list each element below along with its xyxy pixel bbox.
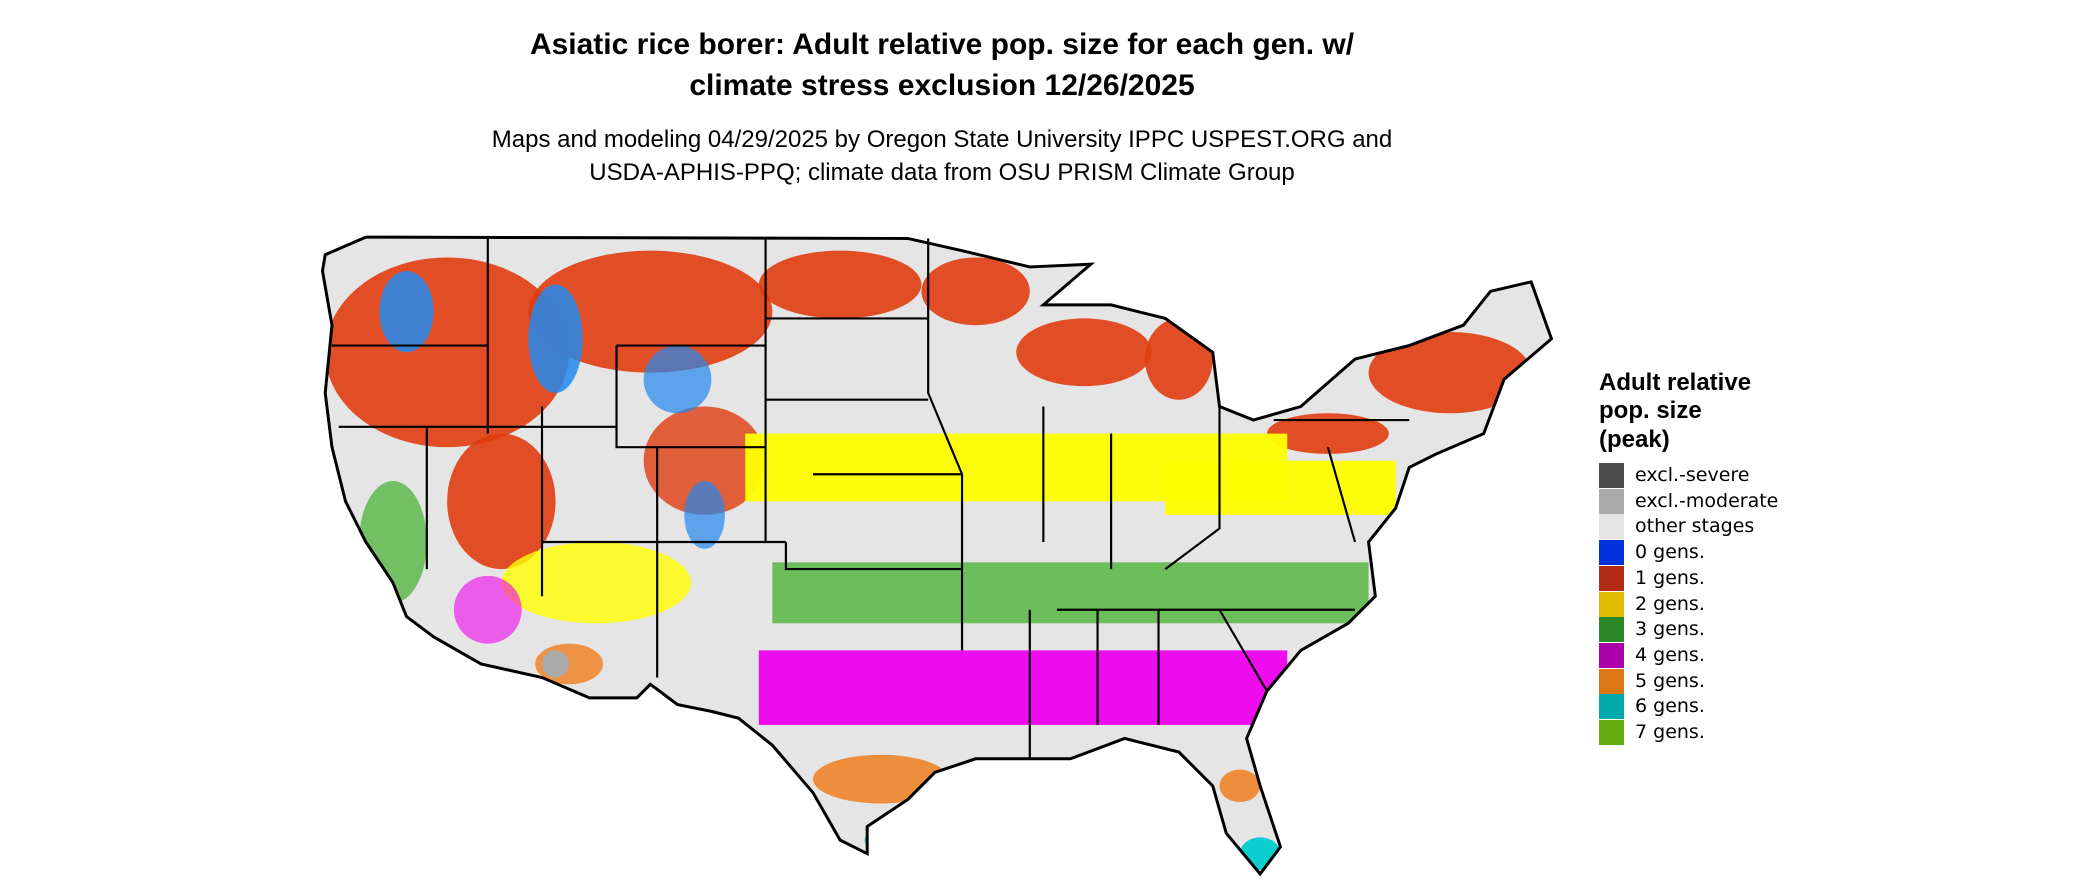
legend-label: excl.-moderate <box>1635 489 1779 512</box>
legend-swatch <box>1599 488 1624 514</box>
legend-label: 2 gens. <box>1635 592 1705 615</box>
legend-label: 3 gens. <box>1635 618 1705 641</box>
legend-label: other stages <box>1635 515 1755 538</box>
legend-label: 6 gens. <box>1635 695 1705 718</box>
legend-swatch <box>1599 540 1624 566</box>
legend-label: excl.-severe <box>1635 464 1750 486</box>
legend-swatch <box>1599 668 1624 694</box>
legend-swatch <box>1599 463 1624 488</box>
zones <box>325 250 1532 870</box>
legend-label: 7 gens. <box>1635 721 1705 743</box>
legend-title: Adult relative <box>1599 369 1752 396</box>
legend-swatch <box>1599 720 1624 745</box>
title-line: climate stress exclusion 12/26/2025 <box>689 69 1195 102</box>
subtitle-line: USDA-APHIS-PPQ; climate data from OSU PR… <box>589 159 1295 186</box>
legend-swatch <box>1599 642 1624 668</box>
title-line: Asiatic rice borer: Adult relative pop. … <box>529 28 1355 61</box>
legend-label: 5 gens. <box>1635 669 1705 692</box>
legend-swatch <box>1599 591 1624 617</box>
legend-label: 0 gens. <box>1635 541 1705 564</box>
legend-label: 4 gens. <box>1635 643 1705 666</box>
legend-swatch <box>1599 514 1624 540</box>
legend-label: 1 gens. <box>1635 566 1705 589</box>
legend-swatch <box>1599 617 1624 643</box>
legend-swatch <box>1599 694 1624 720</box>
state-borders <box>320 235 1554 877</box>
legend-title: pop. size <box>1599 397 1702 424</box>
legend-title: (peak) <box>1599 426 1670 453</box>
subtitle-line: Maps and modeling 04/29/2025 by Oregon S… <box>491 126 1393 153</box>
legend-swatch <box>1599 565 1624 591</box>
